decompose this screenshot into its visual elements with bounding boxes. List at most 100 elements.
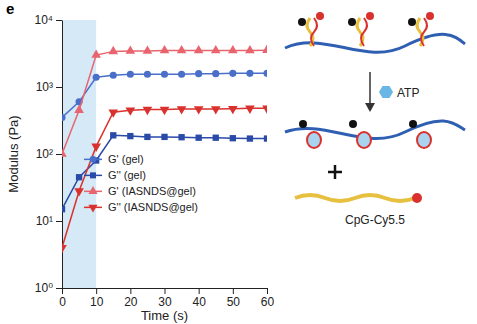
x-tick-label: 40 bbox=[192, 295, 206, 309]
series-marker bbox=[62, 114, 66, 121]
series-marker bbox=[195, 70, 202, 77]
x-tick: 50 bbox=[227, 288, 241, 309]
x-tick-label: 50 bbox=[227, 295, 241, 309]
series-line bbox=[62, 135, 267, 209]
series-marker bbox=[91, 49, 101, 57]
diagram-atp bbox=[379, 86, 393, 98]
legend-item: G'' (gel) bbox=[84, 169, 146, 181]
y-tick-mark bbox=[56, 87, 62, 88]
chart: e010203040506010⁰10¹10²10³10⁴Time (s)Mod… bbox=[0, 0, 477, 324]
y-tick: 10³ bbox=[36, 80, 62, 94]
series-marker bbox=[161, 134, 167, 140]
series-marker bbox=[211, 106, 221, 114]
series-marker bbox=[263, 70, 267, 77]
diagram-dot bbox=[408, 18, 416, 26]
x-tick-label: 0 bbox=[59, 295, 66, 309]
series-marker bbox=[229, 70, 236, 77]
y-tick-label: 10¹ bbox=[36, 214, 53, 228]
series-marker bbox=[74, 105, 84, 113]
x-tick-mark bbox=[233, 288, 234, 294]
panel-label: e bbox=[6, 0, 14, 17]
series-marker bbox=[262, 45, 267, 53]
plot: 010203040506010⁰10¹10²10³10⁴Time (s)Modu… bbox=[6, 13, 274, 323]
series-marker bbox=[230, 135, 236, 141]
series-marker bbox=[178, 71, 185, 78]
x-tick: 60 bbox=[261, 288, 275, 309]
x-tick-mark bbox=[267, 288, 268, 294]
series-marker bbox=[177, 45, 187, 53]
diagram-label: ATP bbox=[397, 86, 419, 100]
series-marker bbox=[262, 106, 267, 114]
diagram-dot bbox=[426, 12, 434, 20]
diagram-loop bbox=[307, 132, 321, 148]
y-tick-mark bbox=[56, 154, 62, 155]
y-axis: 10⁰ 10¹ 10² 10³ 10⁴ bbox=[34, 13, 62, 295]
series-marker bbox=[108, 109, 118, 117]
x-tick-mark bbox=[62, 288, 63, 294]
diagram-loop bbox=[357, 132, 371, 148]
diagram-dot bbox=[298, 18, 306, 26]
x-tick-mark bbox=[96, 288, 97, 294]
diagram-label: CpG-Cy5.5 bbox=[345, 213, 405, 227]
legend-item: G' (gel) bbox=[84, 153, 144, 165]
series-marker bbox=[110, 72, 117, 79]
series-marker bbox=[246, 70, 253, 77]
legend-label: G' (gel) bbox=[108, 153, 144, 165]
series-marker bbox=[144, 134, 150, 140]
diagram-dot bbox=[299, 120, 307, 128]
series-marker bbox=[76, 174, 82, 180]
y-tick: 10² bbox=[36, 147, 62, 161]
x-tick-mark bbox=[130, 288, 131, 294]
x-tick: 10 bbox=[90, 288, 104, 309]
diagram-dot bbox=[348, 18, 356, 26]
series-marker bbox=[228, 106, 238, 114]
diagram-loop bbox=[417, 132, 431, 148]
y-tick-mark bbox=[56, 20, 62, 21]
y-tick-label: 10³ bbox=[36, 80, 53, 94]
series-marker bbox=[110, 132, 116, 138]
series-marker bbox=[144, 71, 151, 78]
series-marker bbox=[62, 148, 67, 156]
legend-marker bbox=[88, 186, 97, 194]
series-marker bbox=[264, 135, 267, 141]
series-marker bbox=[228, 45, 238, 53]
series-marker bbox=[93, 74, 100, 81]
diagram-helix bbox=[421, 18, 427, 46]
diagram-dot bbox=[409, 120, 417, 128]
series-marker bbox=[126, 107, 136, 115]
series-marker bbox=[196, 135, 202, 141]
legend-label: G'' (gel) bbox=[108, 169, 146, 181]
series-marker bbox=[211, 45, 221, 53]
legend-label: G' (IASNDS@gel) bbox=[108, 185, 196, 197]
diagram-helix bbox=[361, 18, 367, 46]
series-marker bbox=[194, 106, 204, 114]
series-marker bbox=[245, 45, 255, 53]
y-axis-title: Modulus (Pa) bbox=[6, 115, 21, 192]
series-marker bbox=[194, 45, 204, 53]
series-marker bbox=[247, 135, 253, 141]
legend-marker bbox=[90, 156, 97, 163]
y-tick-mark bbox=[56, 221, 62, 222]
series-marker bbox=[212, 70, 219, 77]
diagram-plus bbox=[334, 165, 337, 179]
series-marker bbox=[74, 188, 84, 196]
series-line bbox=[62, 50, 267, 154]
diagram-arrow bbox=[369, 72, 371, 108]
series-marker bbox=[91, 144, 101, 152]
series-marker bbox=[177, 106, 187, 114]
y-tick: 10⁰ bbox=[35, 281, 62, 295]
series-marker bbox=[178, 134, 184, 140]
y-tick: 10⁴ bbox=[34, 13, 62, 27]
x-tick: 30 bbox=[158, 288, 172, 309]
series-line bbox=[62, 108, 267, 247]
diagram-dot bbox=[349, 120, 357, 128]
series-marker bbox=[143, 45, 153, 53]
series-marker bbox=[143, 107, 153, 115]
series-marker bbox=[108, 46, 118, 54]
legend-marker bbox=[88, 205, 97, 213]
x-tick: 0 bbox=[59, 288, 66, 309]
series-marker bbox=[62, 245, 67, 253]
series-marker bbox=[62, 206, 65, 212]
diagram-dot bbox=[412, 193, 422, 203]
x-tick-label: 10 bbox=[90, 295, 104, 309]
